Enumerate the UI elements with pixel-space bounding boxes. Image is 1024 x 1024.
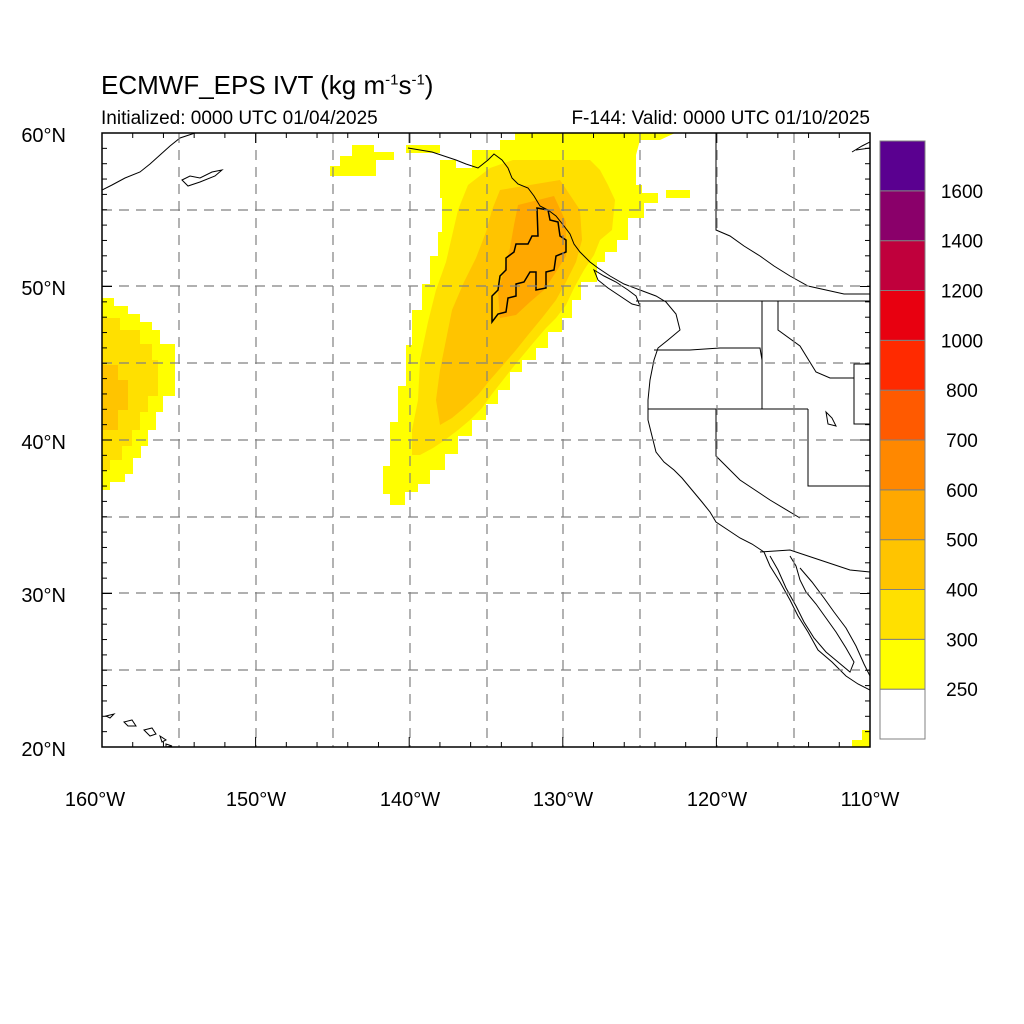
hawaii-islands bbox=[104, 713, 173, 747]
title-exponent-2: -1 bbox=[411, 71, 425, 89]
nv-ut-border bbox=[807, 409, 870, 487]
tick-marks bbox=[101, 132, 871, 748]
colorbar-swatch bbox=[879, 290, 926, 341]
colorbar-swatch bbox=[879, 339, 926, 391]
colorbar-swatch bbox=[879, 140, 926, 192]
colorbar-swatch bbox=[879, 439, 926, 491]
colorbar-swatch bbox=[879, 489, 926, 541]
title-close: ) bbox=[424, 70, 434, 100]
aleutian-islands bbox=[181, 169, 224, 187]
colorbar-swatch bbox=[879, 190, 926, 242]
colorbar-swatch bbox=[879, 589, 926, 640]
ca-nv-border bbox=[715, 409, 801, 519]
colorbar-label: 1200 bbox=[941, 282, 983, 303]
colorbar-swatch bbox=[879, 638, 926, 690]
colorbar: 250 300 400 500 600 700 800 1000 1200 1400 1600 bbox=[879, 140, 983, 740]
title-exponent-1: -1 bbox=[385, 71, 399, 89]
x-tick-label: 160°W bbox=[65, 789, 125, 811]
ivt-west-plume-400 bbox=[102, 365, 128, 430]
colorbar-swatch bbox=[879, 240, 926, 292]
vancouver-island bbox=[592, 268, 641, 307]
grid-lines bbox=[102, 133, 870, 747]
ivt-small-east bbox=[666, 190, 690, 198]
se-alaska-coast bbox=[407, 147, 870, 691]
nw-corner-coast bbox=[851, 141, 870, 153]
colorbar-label: 300 bbox=[946, 630, 978, 651]
init-time-label: Initialized: 0000 UTC 01/04/2025 bbox=[101, 108, 378, 129]
y-tick-label: 40°N bbox=[21, 432, 66, 454]
colorbar-swatch bbox=[879, 389, 926, 441]
ivt-west-plume-300 bbox=[102, 318, 158, 470]
x-tick-label: 110°W bbox=[841, 789, 900, 811]
ivt-gulf-patch bbox=[330, 145, 394, 176]
mainland-mexico bbox=[799, 567, 870, 677]
colorbar-label: 600 bbox=[946, 481, 978, 502]
title-unit-s: s bbox=[398, 70, 412, 100]
bc-interior bbox=[715, 133, 870, 295]
x-tick-label: 120°W bbox=[687, 789, 747, 811]
y-tick-label: 30°N bbox=[21, 585, 66, 607]
colorbar-swatch bbox=[879, 688, 926, 740]
x-tick-label: 130°W bbox=[533, 789, 593, 811]
y-tick-label: 50°N bbox=[21, 278, 66, 300]
ivt-shading bbox=[102, 133, 870, 747]
lake-tahoe bbox=[825, 410, 837, 427]
title-text: ECMWF_EPS IVT (kg m bbox=[101, 70, 386, 100]
id-mt-border bbox=[777, 301, 870, 379]
alaska-coast bbox=[102, 133, 196, 191]
colorbar-swatch bbox=[879, 539, 926, 591]
x-tick-label: 150°W bbox=[226, 789, 286, 811]
ivt-500-contour bbox=[491, 207, 567, 325]
ivt-ar-500 bbox=[498, 196, 566, 318]
colorbar-label: 800 bbox=[946, 381, 978, 402]
y-tick-label: 60°N bbox=[21, 125, 66, 147]
baja-california bbox=[769, 555, 855, 673]
chart-title: ECMWF_EPS IVT (kg m-1s-1) bbox=[101, 70, 433, 101]
y-axis-labels: 60°N 50°N 40°N 30°N 20°N bbox=[21, 125, 66, 761]
colorbar-label: 250 bbox=[946, 680, 978, 701]
us-mexico-border bbox=[759, 549, 870, 573]
ut-wy bbox=[853, 378, 870, 425]
colorbar-label: 1400 bbox=[941, 232, 983, 253]
ivt-north-patch-2 bbox=[406, 145, 440, 153]
x-tick-label: 140°W bbox=[380, 789, 440, 811]
valid-time-label: F-144: Valid: 0000 UTC 01/10/2025 bbox=[571, 108, 870, 129]
colorbar-label: 1000 bbox=[941, 331, 983, 352]
y-tick-label: 20°N bbox=[21, 739, 66, 761]
x-axis-labels: 160°W 150°W 140°W 130°W 120°W 110°W bbox=[65, 789, 900, 811]
ivt-southeast-sliver bbox=[852, 730, 870, 747]
colorbar-label: 500 bbox=[946, 531, 978, 552]
colorbar-label: 400 bbox=[946, 581, 978, 602]
wa-or-border bbox=[654, 347, 763, 361]
colorbar-label: 700 bbox=[946, 431, 978, 452]
colorbar-label: 1600 bbox=[941, 182, 983, 203]
